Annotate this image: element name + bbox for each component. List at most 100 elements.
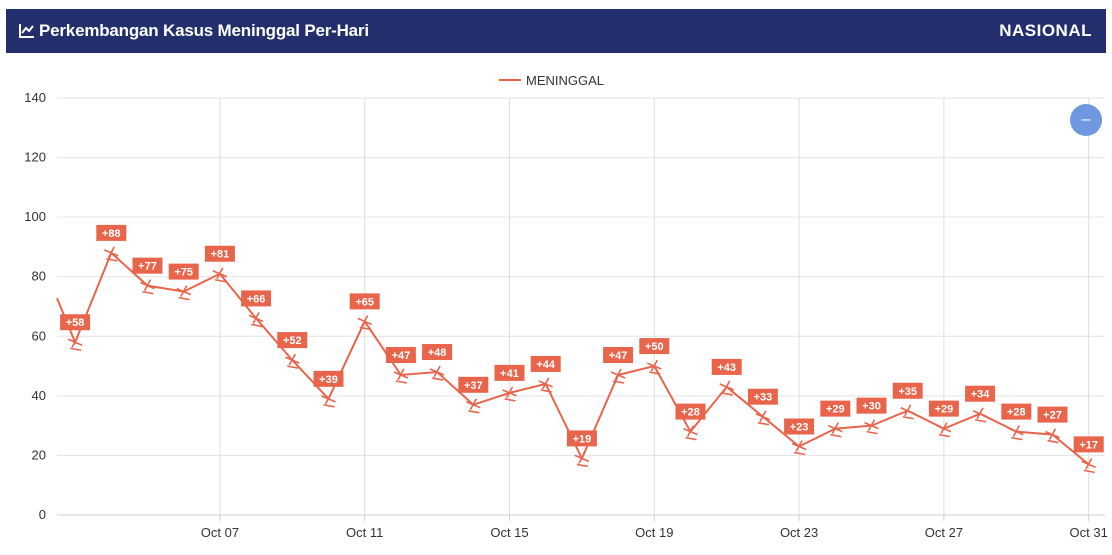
data-label-box: [566, 430, 597, 447]
data-label-box: [603, 347, 634, 364]
data-point-marker: [393, 368, 409, 384]
data-label: +27: [1043, 410, 1062, 422]
line-chart: 0 20 40 60 80 100 120 140 Oct 07 Oct 11 Oct 15 Oct …: [24, 73, 1108, 540]
x-tick-label: Oct 07: [201, 525, 239, 540]
data-label: +19: [573, 433, 592, 445]
data-label: +28: [681, 407, 700, 419]
data-point-marker: [357, 315, 373, 331]
data-label: +50: [645, 341, 664, 353]
y-tick-label: 40: [32, 388, 46, 403]
data-label-box: [277, 332, 308, 349]
line-chart-icon: [18, 22, 36, 40]
data-point-marker: [864, 419, 879, 435]
data-label-box: [1001, 403, 1032, 420]
data-label-box: [349, 293, 380, 310]
x-tick-label: Oct 23: [780, 525, 818, 540]
data-label: +75: [174, 267, 193, 279]
data-label-box: [385, 347, 416, 364]
data-label-box: [675, 403, 706, 420]
data-label-box: [241, 290, 272, 307]
data-point-marker: [791, 440, 807, 456]
data-label: +52: [283, 335, 302, 347]
data-label-box: [313, 370, 344, 387]
data-point-marker: [67, 335, 83, 352]
chart-title: Perkembangan Kasus Meninggal Per-Hari: [39, 21, 369, 40]
data-point-marker: [1045, 428, 1060, 444]
data-point-marker: [212, 267, 228, 283]
data-label-box: [1073, 436, 1104, 453]
data-label: +29: [826, 404, 845, 416]
data-label: +65: [355, 296, 374, 308]
x-tick-label: Oct 27: [925, 525, 963, 540]
data-label: +37: [464, 380, 483, 392]
data-point-marker: [429, 365, 445, 381]
data-label: +47: [392, 350, 411, 362]
data-label-box: [458, 376, 489, 393]
data-label-box: [784, 418, 815, 435]
data-label-box: [820, 400, 851, 417]
data-point-marker: [176, 285, 192, 301]
data-label: +48: [428, 347, 447, 359]
data-label: +58: [66, 317, 85, 329]
data-label: +88: [102, 228, 121, 240]
data-point-marker: [1081, 457, 1097, 474]
data-label: +81: [211, 249, 230, 261]
data-point-marker: [321, 392, 336, 408]
data-point-marker: [1008, 425, 1024, 441]
data-label-box: [639, 338, 670, 355]
chart-title-group: Perkembangan Kasus Meninggal Per-Hari: [18, 21, 369, 41]
data-point-marker: [103, 246, 119, 262]
x-tick-label: Oct 11: [346, 525, 383, 540]
y-tick-label: 120: [24, 150, 46, 165]
minus-icon: –: [1081, 111, 1091, 128]
y-tick-label: 140: [24, 90, 46, 105]
y-tick-label: 100: [24, 209, 46, 224]
data-point-marker: [574, 452, 590, 468]
data-label-box: [711, 358, 742, 375]
data-label: +33: [754, 392, 773, 404]
data-point-marker: [827, 422, 843, 438]
chart-header: Perkembangan Kasus Meninggal Per-Hari NA…: [6, 9, 1106, 53]
data-point-marker: [610, 368, 626, 384]
data-label: +35: [898, 386, 917, 398]
data-label-box: [1037, 406, 1068, 423]
data-label: +34: [971, 389, 991, 401]
scope-label: NASIONAL: [999, 21, 1092, 40]
data-point-marker: [683, 425, 698, 441]
x-tick-label: Oct 31: [1070, 525, 1108, 540]
data-label: +39: [319, 374, 338, 386]
data-point-marker: [646, 359, 662, 375]
data-point-marker: [936, 422, 952, 438]
data-point-marker: [719, 380, 735, 396]
y-tick-label: 60: [32, 328, 46, 343]
data-label: +41: [500, 368, 519, 380]
data-point-marker: [502, 386, 517, 402]
data-label-box: [132, 257, 163, 274]
data-label: +66: [247, 293, 266, 305]
data-label: +77: [138, 261, 157, 273]
data-point-marker: [538, 377, 554, 393]
x-tick-label: Oct 19: [635, 525, 673, 540]
data-label: +47: [609, 350, 628, 362]
collapse-button[interactable]: –: [1070, 104, 1102, 136]
data-label: +23: [790, 421, 809, 433]
data-point-marker: [284, 353, 300, 369]
data-label-box: [494, 364, 525, 381]
legend-label: MENINGGAL: [526, 73, 604, 88]
data-label-box: [60, 314, 91, 331]
data-label: +28: [1007, 407, 1026, 419]
data-label: +44: [536, 359, 556, 371]
data-label-box: [168, 263, 199, 280]
data-point-marker: [972, 407, 988, 423]
data-point-marker: [248, 312, 264, 328]
data-label-box: [965, 385, 996, 402]
y-tick-label: 0: [39, 507, 46, 522]
data-label-box: [96, 224, 127, 241]
data-label-box: [530, 355, 561, 372]
data-point-marker: [140, 279, 155, 295]
data-label-box: [204, 245, 235, 262]
data-point-marker: [465, 398, 481, 414]
data-label-box: [747, 388, 778, 405]
data-label: +17: [1079, 439, 1098, 451]
data-label: +29: [935, 404, 954, 416]
